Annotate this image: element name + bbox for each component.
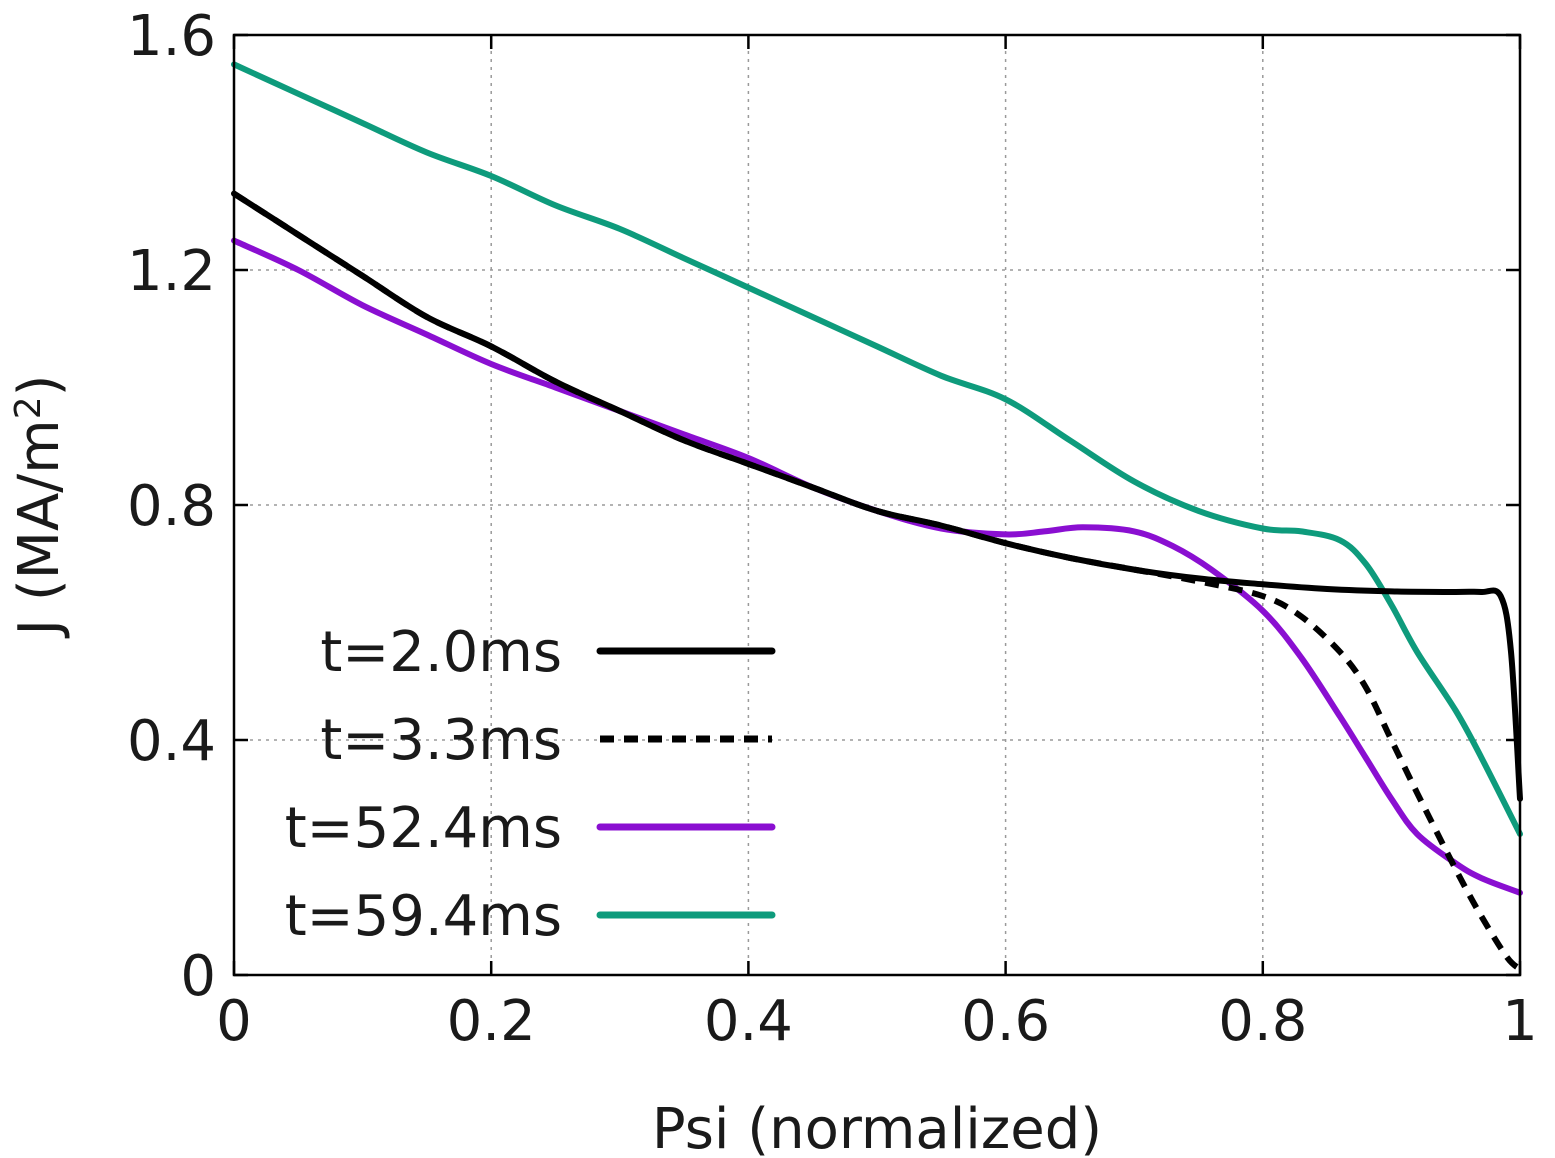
x-tick-label-1: 0.2 [447,989,536,1054]
y-tick-label-1: 0.4 [127,709,216,774]
legend: t=2.0ms t=3.3ms t=52.4ms t=59.4ms [285,620,776,949]
legend-label-3: t=59.4ms [285,884,562,949]
series-line-t-59-4ms [231,61,1523,837]
x-tick-label-5: 1 [1502,989,1538,1054]
tick-marks [232,33,1522,977]
y-tick-label-0: 0 [180,944,216,1009]
x-axis-title: Psi (normalized) [652,1097,1102,1158]
series-line-t-52-4ms [231,237,1523,896]
x-tick-label-2: 0.4 [704,989,793,1054]
legend-label-2: t=52.4ms [285,796,562,861]
y-axis-title-superscript: 2 [8,396,49,419]
x-tick-label-3: 0.6 [961,989,1050,1054]
x-tick-label-0: 0 [216,989,252,1054]
y-tick-label-2: 0.8 [127,474,216,539]
legend-label-0: t=2.0ms [320,620,562,685]
y-axis-title-close: ) [7,375,72,397]
y-tick-label-3: 1.2 [127,239,216,304]
grid-lines [234,35,1520,975]
x-tick-label-4: 0.8 [1218,989,1307,1054]
legend-label-1: t=3.3ms [320,708,562,773]
y-tick-label-4: 1.6 [127,4,216,69]
y-tick-labels: 0 0.4 0.8 1.2 1.6 [127,4,216,1009]
y-axis-title-main: J (MA/m [7,419,72,638]
series-layer [231,61,1523,972]
y-axis-title: J (MA/m2) [7,375,72,639]
x-tick-labels: 0 0.2 0.4 0.6 0.8 1 [216,989,1538,1054]
series-line-t-3-3ms [232,191,1523,972]
